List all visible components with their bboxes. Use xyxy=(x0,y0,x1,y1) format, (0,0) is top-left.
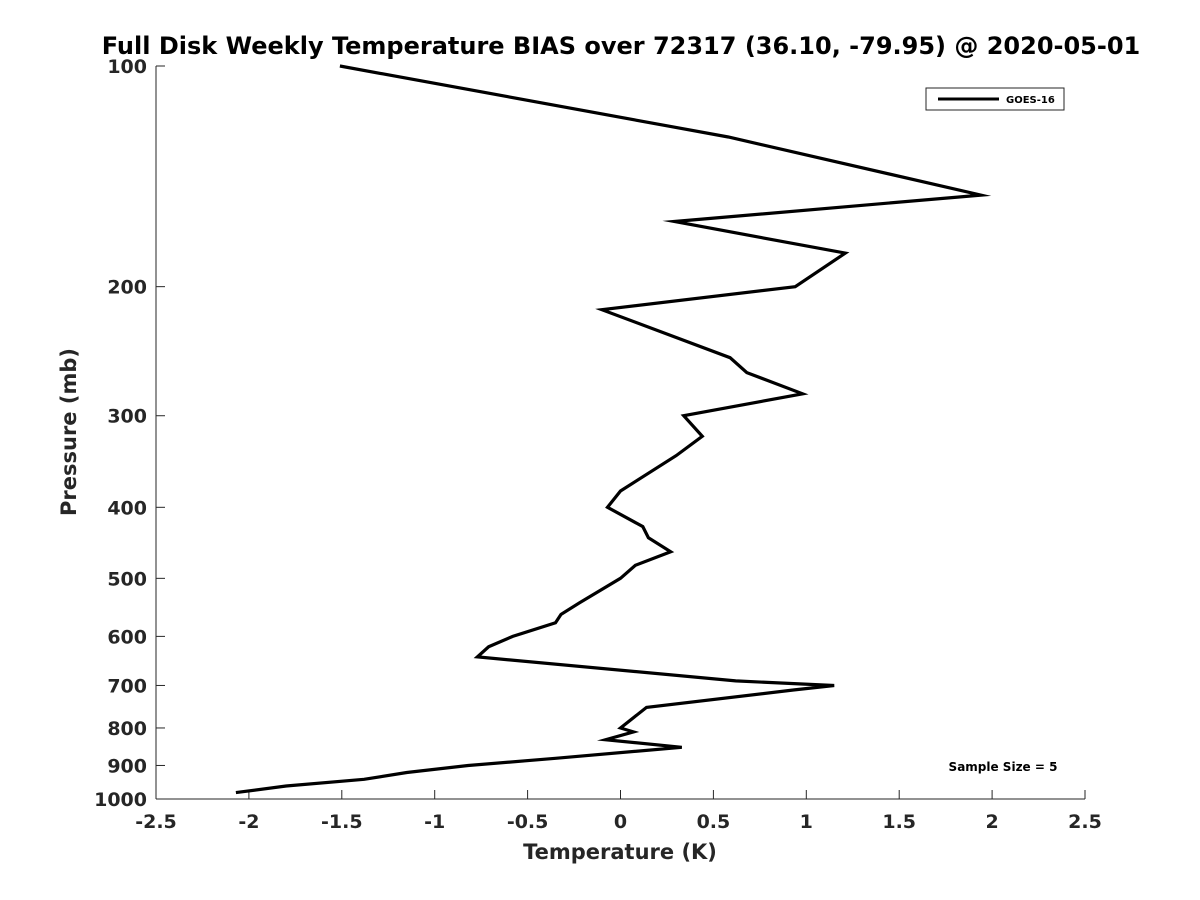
x-tick-label: -0.5 xyxy=(507,811,549,833)
x-tick-label: 1 xyxy=(800,811,813,833)
x-tick-label: -2.5 xyxy=(135,811,177,833)
x-tick-label: -1.5 xyxy=(321,811,363,833)
y-tick-label: 600 xyxy=(107,626,147,648)
x-tick-label: -1 xyxy=(424,811,445,833)
y-axis: 100 200 300 400 500 600 700 800 900 1000 xyxy=(94,56,165,811)
y-tick-label: 100 xyxy=(107,56,147,78)
x-axis-label: Temperature (K) xyxy=(523,840,717,864)
x-tick-label: 0 xyxy=(614,811,627,833)
y-tick-label: 300 xyxy=(107,406,147,428)
x-tick-label: -2 xyxy=(238,811,259,833)
y-tick-label: 1000 xyxy=(94,789,147,811)
x-tick-label: 1.5 xyxy=(882,811,916,833)
y-axis-label: Pressure (mb) xyxy=(57,348,81,516)
y-tick-label: 400 xyxy=(107,497,147,519)
series-line-goes-16 xyxy=(235,64,992,795)
y-tick-label: 700 xyxy=(107,675,147,697)
y-tick-label: 900 xyxy=(107,755,147,777)
y-tick-label: 800 xyxy=(107,718,147,740)
series-layer xyxy=(235,64,992,795)
y-tick-label: 500 xyxy=(107,568,147,590)
sample-size-note: Sample Size = 5 xyxy=(949,760,1058,774)
x-tick-label: 2 xyxy=(985,811,998,833)
x-tick-label: 0.5 xyxy=(697,811,731,833)
chart-title: Full Disk Weekly Temperature BIAS over 7… xyxy=(102,32,1141,60)
legend: GOES-16 xyxy=(925,87,1065,111)
legend-label: GOES-16 xyxy=(1006,95,1055,106)
x-axis: -2.5 -2 -1.5 -1 -0.5 0 0.5 1 1.5 2 2.5 xyxy=(135,790,1102,833)
x-tick-label: 2.5 xyxy=(1068,811,1102,833)
y-tick-label: 200 xyxy=(107,277,147,299)
plot-area xyxy=(156,66,1085,799)
